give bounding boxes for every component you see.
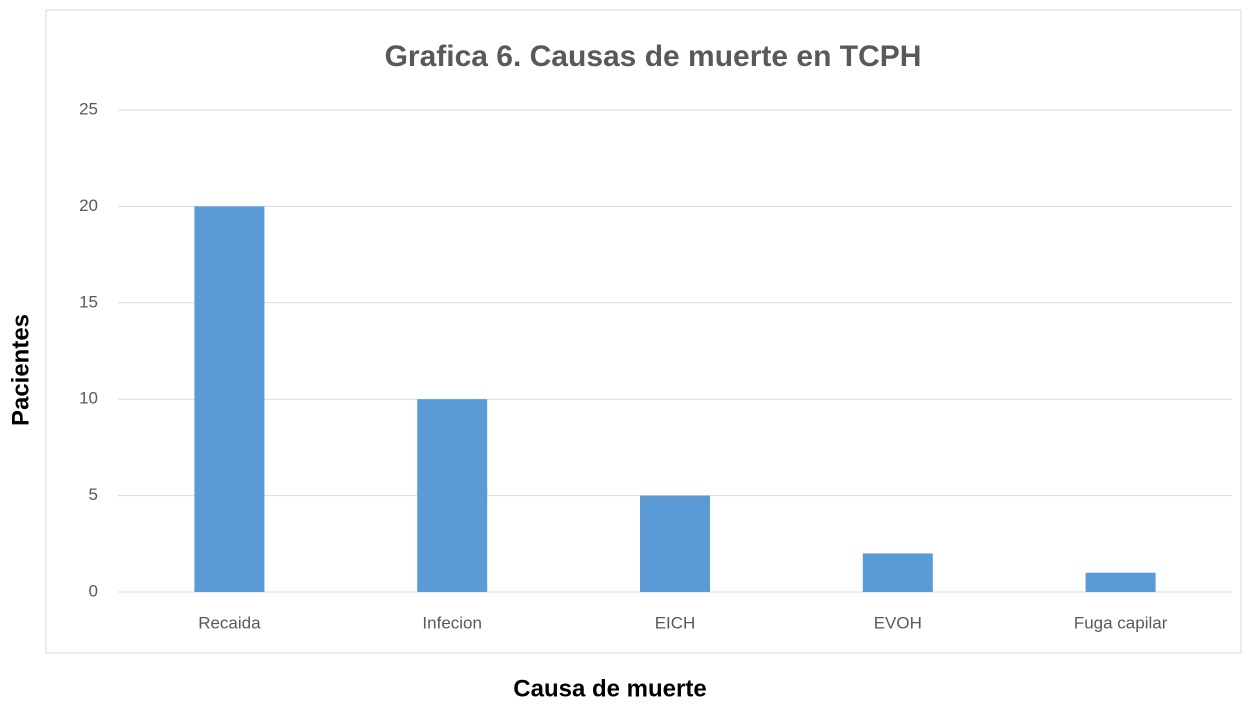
x-tick-label: EICH xyxy=(655,613,696,632)
bar xyxy=(1085,572,1156,592)
y-tick-label: 25 xyxy=(79,99,98,118)
bar xyxy=(194,206,265,592)
y-tick-label: 15 xyxy=(79,292,98,311)
y-tick-label: 20 xyxy=(79,196,98,215)
y-tick-label: 5 xyxy=(89,485,98,504)
bar xyxy=(640,495,710,592)
x-tick-label: Recaida xyxy=(198,613,261,632)
chart-title: Grafica 6. Causas de muerte en TCPH xyxy=(385,40,922,73)
x-axis-label: Causa de muerte xyxy=(513,675,706,702)
x-tick-label: Fuga capilar xyxy=(1074,613,1168,632)
x-tick-label: EVOH xyxy=(874,613,922,632)
y-tick-label: 0 xyxy=(89,581,98,600)
x-tick-label: Infecion xyxy=(422,613,482,632)
y-tick-label: 10 xyxy=(79,389,98,408)
bar xyxy=(417,399,488,592)
y-axis-label: Pacientes xyxy=(7,314,34,426)
bar xyxy=(862,553,933,592)
